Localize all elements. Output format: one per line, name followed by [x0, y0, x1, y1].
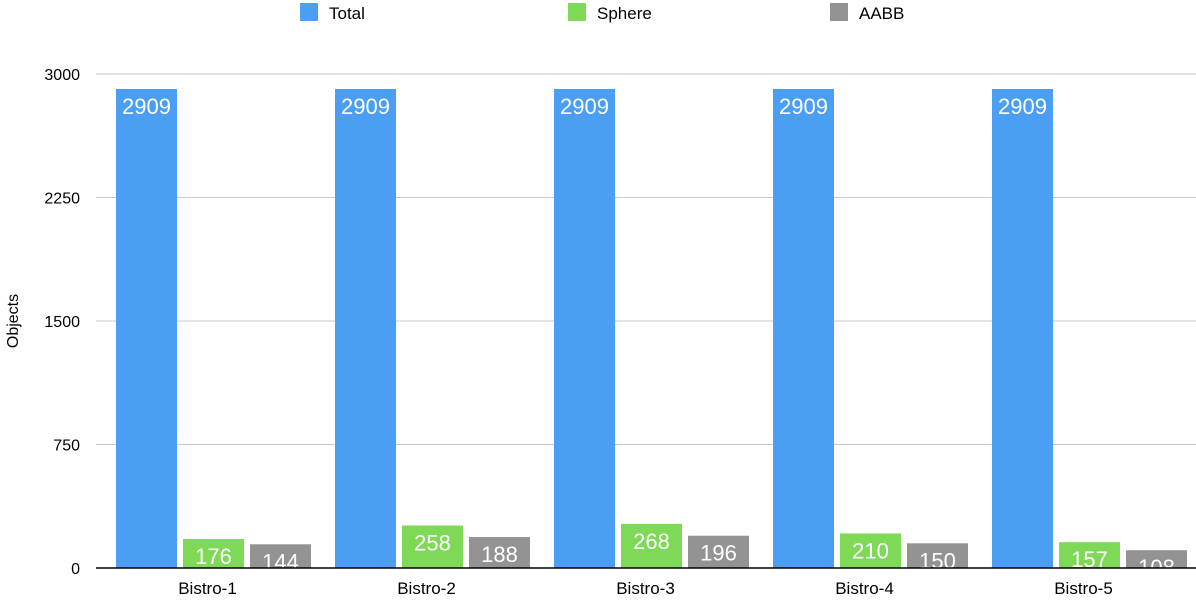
x-tick-label: Bistro-1 [178, 579, 237, 598]
bar-aabb-bistro-1 [250, 544, 311, 568]
y-tick-label: 1500 [44, 314, 80, 331]
legend: Total Sphere AABB [300, 3, 904, 23]
data-label: 2909 [560, 94, 609, 119]
bar-total-bistro-4 [773, 88, 834, 568]
bar-aabb-bistro-4 [907, 543, 968, 568]
bars: 2909 176 144 2909 258 188 2909 268 196 2909 210 150… [116, 88, 1187, 580]
y-tick-label: 0 [71, 561, 80, 578]
data-label: 196 [700, 541, 737, 566]
bar-sphere-bistro-3 [621, 523, 682, 568]
y-tick-label: 3000 [44, 67, 80, 84]
data-label: 258 [414, 531, 451, 556]
data-label: 188 [481, 542, 518, 567]
bar-sphere-bistro-1 [183, 539, 244, 568]
bar-sphere-bistro-5 [1059, 542, 1120, 568]
x-tick-label: Bistro-3 [616, 579, 675, 598]
bar-sphere-bistro-2 [402, 525, 463, 568]
data-label: 210 [852, 538, 889, 563]
bar-aabb-bistro-2 [469, 537, 530, 568]
legend-label-aabb: AABB [859, 4, 904, 23]
y-axis-label: Objects [5, 294, 22, 348]
legend-label-total: Total [329, 4, 365, 23]
x-axis: Bistro-1 Bistro-2 Bistro-3 Bistro-4 Bistro-5 [96, 567, 1196, 598]
bar-total-bistro-3 [554, 88, 615, 568]
x-tick-label: Bistro-5 [1054, 579, 1113, 598]
legend-swatch-sphere [568, 3, 586, 21]
bar-sphere-bistro-4 [840, 533, 901, 568]
legend-swatch-aabb [830, 3, 848, 21]
data-label: 2909 [341, 94, 390, 119]
data-label: 2909 [998, 94, 1047, 119]
data-label: 2909 [122, 94, 171, 119]
x-tick-label: Bistro-2 [397, 579, 456, 598]
y-axis: 0 750 1500 2250 3000 [44, 67, 80, 578]
bar-total-bistro-5 [992, 88, 1053, 568]
x-tick-label: Bistro-4 [835, 579, 894, 598]
y-tick-label: 2250 [44, 191, 80, 208]
bar-total-bistro-1 [116, 88, 177, 568]
data-label: 2909 [779, 94, 828, 119]
data-label: 150 [919, 548, 956, 573]
data-label: 176 [195, 544, 232, 569]
bar-total-bistro-2 [335, 88, 396, 568]
legend-label-sphere: Sphere [597, 4, 652, 23]
data-label: 144 [262, 549, 299, 574]
bar-aabb-bistro-3 [688, 535, 749, 568]
data-label: 268 [633, 529, 670, 554]
y-tick-label: 750 [53, 438, 80, 455]
bar-aabb-bistro-5 [1126, 550, 1187, 568]
legend-swatch-total [300, 3, 318, 21]
